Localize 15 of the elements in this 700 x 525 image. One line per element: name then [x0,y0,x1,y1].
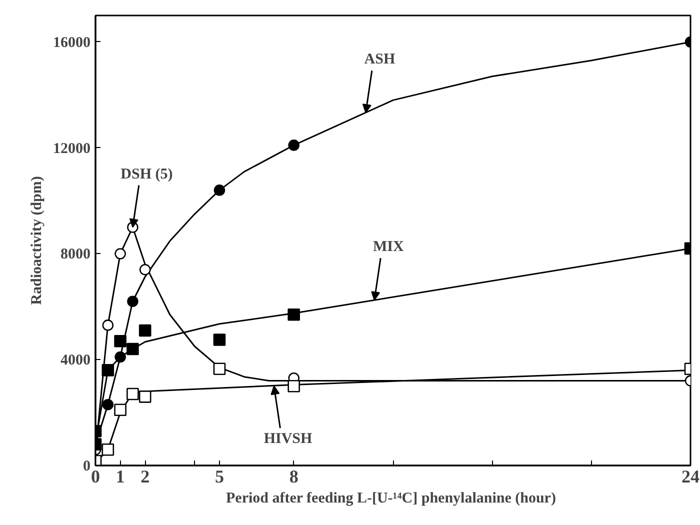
x-tick-label: 2 [140,466,150,486]
y-axis-title: Radioactivity (dpm) [29,176,45,305]
annotation: HIVSH [264,431,313,448]
annotation: MIX [372,239,404,256]
x-tick-label: 24 [682,466,700,486]
x-tick-label: 5 [214,466,224,486]
annotation: ASH [364,52,396,68]
annotation: DSH (5) [120,166,173,182]
y-tick-label: 12000 [53,140,90,157]
x-tick-label: 8 [289,466,298,486]
x-tick-label: 1 [116,466,125,486]
y-tick-label: 8000 [60,246,90,263]
y-tick-label: 4000 [60,352,90,369]
y-tick-label: 16000 [53,34,90,51]
x-axis-title: Period after feeding L-[U-¹⁴C] phenylalanine (hour) [226,490,556,506]
